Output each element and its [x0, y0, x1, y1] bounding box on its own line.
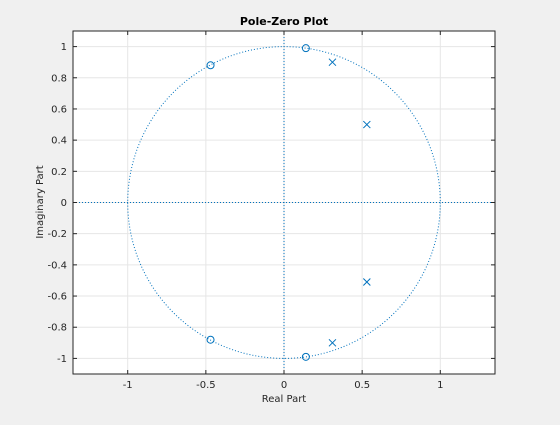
y-tick-label: 0.4 [51, 136, 67, 147]
y-tick-label: -0.4 [47, 260, 67, 271]
y-tick-label: 0.6 [51, 104, 67, 115]
y-tick-label: -1 [57, 354, 67, 365]
x-tick-label: 1 [437, 380, 443, 391]
y-tick-label: 0 [61, 198, 67, 209]
data-markers [206, 44, 371, 361]
zero-marker [301, 44, 310, 53]
y-tick-label: 0.2 [51, 167, 67, 178]
zero-marker [206, 61, 215, 70]
zero-marker [206, 335, 215, 344]
axis-ticks: -1 -0.5 0 0.5 1 -1 -0.8 -0.6 -0.4 -0.2 0 0.2 0.4 0.6 0… [47, 31, 495, 391]
zero-marker [301, 352, 310, 361]
y-tick-label: -0.8 [47, 323, 67, 334]
chart-title: Pole-Zero Plot [240, 15, 328, 28]
y-tick-label: -0.2 [47, 229, 67, 240]
pole-marker [328, 58, 337, 67]
y-tick-label: 0.8 [51, 73, 67, 84]
pole-marker [362, 278, 371, 286]
x-tick-label: 0.5 [354, 380, 370, 391]
x-tick-label: -1 [123, 380, 133, 391]
pole-marker [362, 120, 371, 129]
reference-lines [73, 31, 495, 374]
y-axis-label: Imaginary Part [35, 165, 46, 238]
x-tick-label: 0 [281, 380, 287, 391]
pole-marker [328, 338, 337, 347]
y-tick-label: -0.6 [47, 292, 67, 303]
x-axis-label: Real Part [262, 394, 307, 405]
y-tick-label: 1 [61, 42, 67, 53]
x-tick-label: -0.5 [196, 380, 216, 391]
